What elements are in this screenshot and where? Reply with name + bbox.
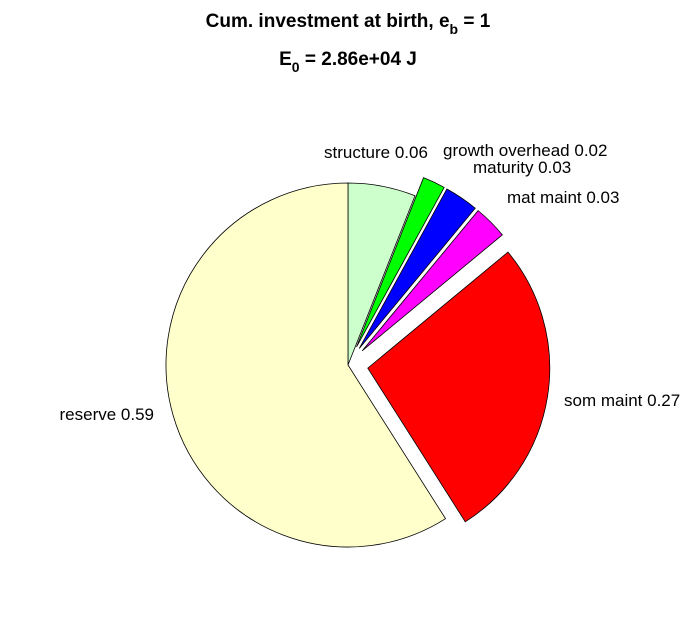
- pie-slice: [367, 251, 551, 523]
- slice-label: som maint 0.27: [564, 391, 680, 410]
- subtitle-text: E: [279, 49, 292, 70]
- pie-slice: [361, 210, 503, 352]
- chart-title: Cum. investment at birth, eb = 1: [206, 11, 491, 37]
- pie-slice: [358, 188, 476, 349]
- title-subscript: b: [450, 21, 459, 37]
- title-suffix: = 1: [458, 11, 491, 32]
- slice-label: reserve 0.59: [60, 405, 155, 424]
- slice-label: maturity 0.03: [473, 158, 571, 177]
- subtitle-suffix: = 2.86e+04 J: [300, 49, 417, 70]
- slice-label: structure 0.06: [324, 143, 428, 162]
- chart-subtitle: E0 = 2.86e+04 J: [279, 49, 417, 75]
- pie-slice: [165, 182, 447, 548]
- title-text: Cum. investment at birth, e: [206, 11, 450, 32]
- subtitle-subscript: 0: [292, 59, 300, 75]
- pie-slice: [356, 177, 445, 348]
- slice-label: growth overhead 0.02: [443, 141, 607, 160]
- slice-label: mat maint 0.03: [507, 188, 619, 207]
